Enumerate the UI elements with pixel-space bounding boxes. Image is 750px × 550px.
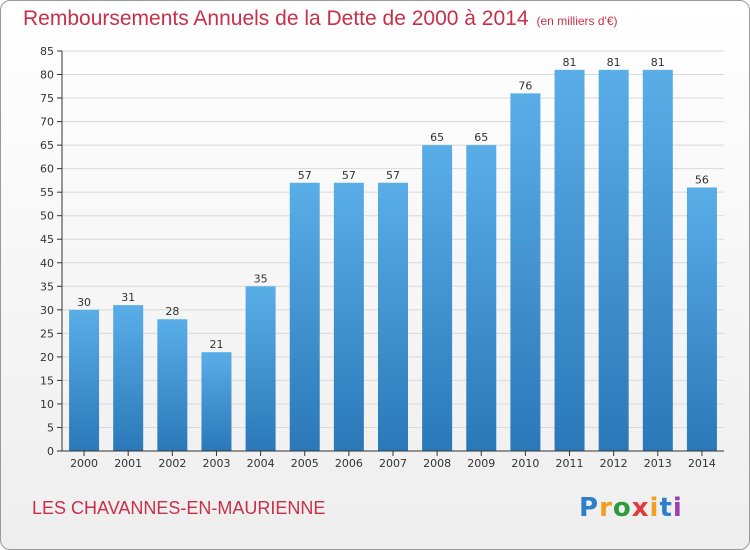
bar-2012 xyxy=(598,69,629,451)
logo-letter: i xyxy=(649,493,660,523)
bar-2007 xyxy=(378,182,408,451)
bar-2008 xyxy=(422,145,453,451)
x-tick-label: 2010 xyxy=(511,457,539,470)
y-tick-label: 0 xyxy=(47,445,54,458)
x-tick-label: 2008 xyxy=(423,457,451,470)
x-tick-label: 2003 xyxy=(202,457,230,470)
y-tick-label: 85 xyxy=(40,45,54,58)
bar-value-label: 65 xyxy=(430,131,444,144)
proxiti-logo: Proxiti xyxy=(579,493,683,523)
y-tick-label: 60 xyxy=(40,163,54,176)
bar-value-label: 21 xyxy=(209,338,223,351)
chart-title-text: Remboursements Annuels de la Dette de 20… xyxy=(23,7,529,30)
y-tick-label: 25 xyxy=(40,327,54,340)
x-tick-label: 2012 xyxy=(600,457,628,470)
y-tick-label: 50 xyxy=(40,210,54,223)
logo-letter: r xyxy=(599,493,613,523)
y-tick-label: 30 xyxy=(40,304,54,317)
bar-value-label: 35 xyxy=(254,272,268,285)
x-tick-label: 2001 xyxy=(114,457,142,470)
logo-letter: o xyxy=(612,493,632,523)
logo-letter: i xyxy=(672,493,683,523)
y-tick-label: 45 xyxy=(40,233,54,246)
y-tick-label: 75 xyxy=(40,92,54,105)
y-tick-label: 35 xyxy=(40,280,54,293)
x-tick-label: 2014 xyxy=(688,457,716,470)
bar-2009 xyxy=(466,145,497,451)
y-tick-label: 55 xyxy=(40,186,54,199)
y-tick-label: 70 xyxy=(40,116,54,129)
bar-value-label: 81 xyxy=(607,56,621,69)
x-tick-label: 2000 xyxy=(70,457,98,470)
bar-value-label: 81 xyxy=(563,56,577,69)
commune-name: LES CHAVANNES-EN-MAURIENNE xyxy=(32,498,326,518)
y-tick-label: 80 xyxy=(40,69,54,82)
chart-unit-note: (en milliers d'€) xyxy=(536,14,618,28)
bar-value-label: 56 xyxy=(695,173,709,186)
bar-2005 xyxy=(289,182,320,451)
bar-value-label: 31 xyxy=(121,291,135,304)
y-tick-label: 15 xyxy=(40,374,54,387)
x-tick-label: 2006 xyxy=(335,457,363,470)
bar-value-label: 28 xyxy=(165,305,179,318)
bar-value-label: 65 xyxy=(474,131,488,144)
bar-2003 xyxy=(201,352,232,451)
y-tick-label: 20 xyxy=(40,351,54,364)
logo-letter: x xyxy=(631,493,650,523)
x-tick-label: 2011 xyxy=(556,457,584,470)
y-tick-label: 40 xyxy=(40,257,54,270)
bar-2004 xyxy=(245,286,276,451)
x-tick-label: 2004 xyxy=(247,457,275,470)
logo-letter: t xyxy=(659,493,673,523)
x-tick-label: 2005 xyxy=(291,457,319,470)
bar-2001 xyxy=(113,305,144,451)
bar-value-label: 57 xyxy=(342,169,356,182)
bar-2011 xyxy=(554,69,585,451)
bar-value-label: 57 xyxy=(298,169,312,182)
chart-title: Remboursements Annuels de la Dette de 20… xyxy=(23,7,618,31)
bar-2002 xyxy=(157,319,188,451)
bar-2006 xyxy=(333,182,364,451)
y-tick-label: 5 xyxy=(47,421,54,434)
bar-2014 xyxy=(686,187,717,451)
y-tick-label: 10 xyxy=(40,398,54,411)
logo-letter: P xyxy=(579,493,600,523)
bar-value-label: 81 xyxy=(651,56,665,69)
x-tick-label: 2007 xyxy=(379,457,407,470)
bar-2000 xyxy=(69,309,100,451)
bar-value-label: 30 xyxy=(77,296,91,309)
x-tick-label: 2002 xyxy=(158,457,186,470)
x-tick-label: 2009 xyxy=(467,457,495,470)
bar-value-label: 57 xyxy=(386,169,400,182)
y-tick-label: 65 xyxy=(40,139,54,152)
x-tick-label: 2013 xyxy=(644,457,672,470)
bar-2013 xyxy=(642,69,673,451)
bar-2010 xyxy=(510,93,541,452)
bar-value-label: 76 xyxy=(518,79,532,92)
